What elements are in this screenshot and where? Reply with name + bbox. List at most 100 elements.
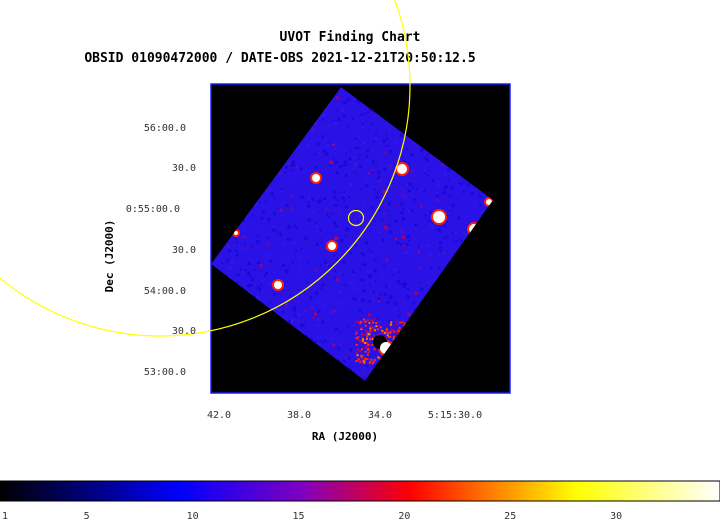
noise-pixel: [362, 359, 365, 362]
noise-pixel: [362, 335, 365, 338]
noise-pixel: [333, 196, 337, 200]
noise-pixel: [297, 157, 300, 160]
noise-pixel: [383, 212, 386, 215]
noise-pixel: [339, 343, 342, 345]
noise-pixel: [272, 228, 276, 232]
noise-pixel: [378, 333, 381, 336]
noise-pixel: [376, 328, 379, 331]
noise-pixel: [303, 290, 306, 293]
noise-pixel: [334, 327, 338, 331]
noise-pixel: [436, 180, 439, 183]
noise-pixel: [371, 169, 374, 172]
noise-pixel: [268, 188, 272, 192]
noise-pixel: [339, 259, 342, 262]
noise-pixel: [403, 160, 406, 164]
noise-pixel: [259, 288, 262, 290]
noise-pixel: [295, 166, 298, 169]
noise-pixel: [356, 135, 360, 138]
noise-pixel: [343, 283, 346, 286]
noise-pixel: [355, 208, 358, 211]
noise-pixel: [285, 166, 288, 170]
noise-pixel: [330, 212, 333, 215]
noise-pixel: [395, 335, 398, 338]
noise-pixel: [421, 233, 423, 236]
noise-pixel: [329, 213, 332, 215]
noise-pixel: [254, 268, 257, 271]
noise-pixel: [406, 294, 410, 298]
noise-pixel: [410, 208, 414, 212]
noise-pixel: [242, 267, 245, 270]
noise-pixel: [364, 350, 367, 353]
noise-pixel: [358, 102, 361, 104]
noise-pixel: [394, 164, 397, 167]
noise-pixel: [446, 214, 449, 217]
noise-pixel: [375, 132, 377, 135]
noise-pixel: [390, 325, 393, 328]
noise-pixel: [300, 247, 303, 250]
noise-pixel: [382, 274, 385, 277]
noise-pixel: [290, 180, 293, 183]
noise-pixel: [315, 340, 318, 343]
noise-pixel: [357, 147, 360, 150]
noise-pixel: [389, 150, 393, 153]
noise-pixel: [322, 118, 325, 121]
noise-pixel: [347, 163, 349, 166]
noise-pixel: [392, 188, 396, 192]
noise-pixel: [414, 223, 418, 227]
noise-pixel: [356, 220, 359, 223]
noise-pixel: [241, 236, 244, 239]
noise-pixel: [382, 140, 386, 143]
noise-pixel: [378, 325, 381, 328]
noise-pixel: [342, 261, 346, 264]
noise-pixel: [348, 298, 351, 300]
noise-pixel: [466, 215, 469, 218]
noise-pixel: [360, 113, 363, 116]
noise-pixel: [425, 158, 429, 162]
noise-pixel: [385, 132, 388, 135]
noise-pixel: [332, 143, 335, 146]
noise-pixel: [343, 200, 346, 203]
noise-pixel: [375, 164, 378, 167]
noise-pixel: [264, 254, 268, 258]
noise-pixel: [241, 219, 245, 223]
noise-pixel: [414, 279, 418, 283]
noise-pixel: [282, 302, 286, 306]
noise-pixel: [320, 287, 323, 290]
star: [312, 174, 320, 182]
noise-pixel: [360, 188, 363, 191]
noise-pixel: [338, 306, 341, 309]
noise-pixel: [328, 216, 331, 218]
noise-pixel: [242, 235, 246, 238]
noise-pixel: [361, 122, 364, 125]
noise-pixel: [416, 256, 419, 259]
noise-pixel: [284, 302, 288, 306]
noise-pixel: [431, 220, 435, 224]
noise-pixel: [394, 319, 397, 322]
noise-pixel: [388, 201, 391, 204]
noise-pixel: [394, 204, 397, 208]
noise-pixel: [397, 331, 400, 334]
noise-pixel: [448, 211, 452, 215]
noise-pixel: [395, 238, 398, 241]
noise-pixel: [383, 332, 386, 334]
noise-pixel: [426, 174, 429, 176]
noise-pixel: [431, 225, 435, 229]
noise-pixel: [389, 218, 392, 221]
noise-pixel: [443, 224, 447, 228]
noise-pixel: [375, 325, 378, 328]
noise-pixel: [336, 103, 339, 106]
noise-pixel: [385, 227, 389, 231]
noise-pixel: [352, 371, 355, 373]
noise-pixel: [376, 317, 379, 319]
noise-pixel: [356, 99, 360, 103]
noise-pixel: [297, 256, 301, 260]
noise-pixel: [343, 114, 346, 118]
noise-pixel: [292, 306, 296, 310]
noise-pixel: [381, 219, 384, 222]
noise-pixel: [355, 332, 358, 335]
noise-pixel: [299, 278, 302, 281]
noise-pixel: [384, 323, 387, 326]
noise-pixel: [291, 300, 294, 303]
noise-pixel: [407, 288, 409, 290]
